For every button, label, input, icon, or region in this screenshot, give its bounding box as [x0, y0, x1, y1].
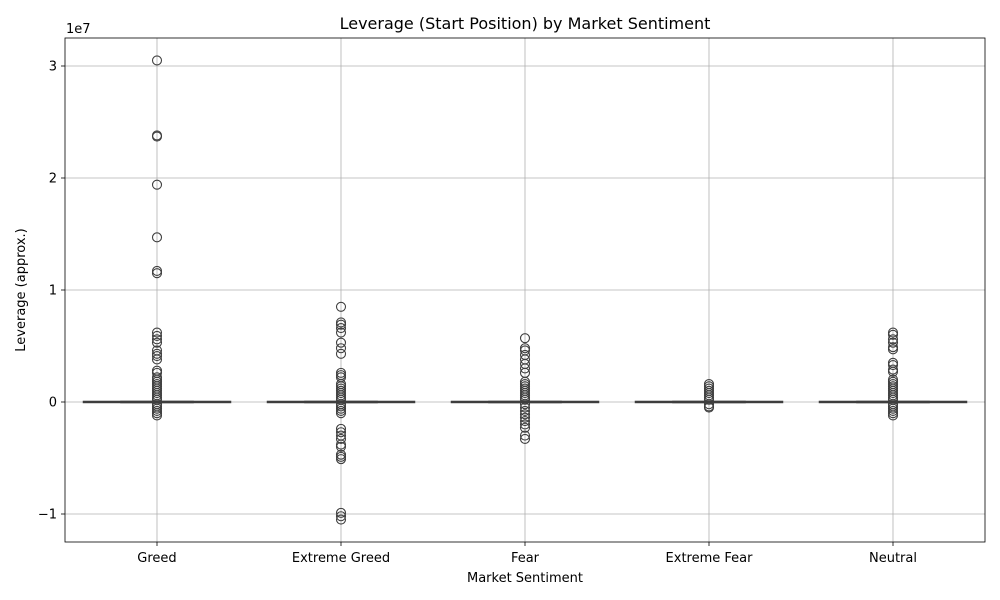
x-tick-label: Greed [137, 551, 176, 566]
outlier-point [703, 394, 715, 405]
outlier-point [335, 514, 347, 525]
outlier-point [887, 344, 899, 355]
x-tick-label: Extreme Fear [666, 551, 754, 566]
y-tick-label: 1 [49, 284, 57, 299]
outlier-point [335, 348, 347, 359]
outlier-point [335, 337, 347, 348]
box-group [450, 333, 600, 445]
outlier-point [335, 319, 347, 330]
outlier-point [519, 419, 531, 430]
x-tick-label: Neutral [869, 551, 917, 566]
outlier-point [703, 402, 715, 413]
y-tick-label: 3 [49, 60, 57, 75]
outlier-point [335, 427, 347, 438]
outlier-point [519, 422, 531, 433]
outlier-point [519, 405, 531, 417]
outlier-point [151, 131, 163, 142]
plot-area [82, 55, 968, 525]
outlier-point [335, 441, 347, 452]
outlier-point [151, 55, 163, 66]
outlier-point [335, 327, 347, 338]
outlier-point [519, 430, 531, 441]
y-axis-ticks: −1 0 1 2 3 [38, 60, 65, 523]
outlier-point [151, 334, 163, 345]
outlier-point [151, 351, 163, 362]
outlier-point [519, 415, 531, 427]
box-group [82, 55, 232, 421]
y-axis-offset-label: 1e7 [66, 22, 91, 37]
outlier-point [335, 323, 347, 334]
outlier-point [887, 337, 899, 348]
y-axis-label: Leverage (approx.) [14, 228, 29, 351]
x-axis-ticks: Greed Extreme Greed Fear Extreme Fear Neutra… [137, 542, 917, 566]
outlier-point [519, 402, 531, 413]
outlier-point [151, 232, 163, 243]
outlier-point [151, 330, 163, 341]
outlier-point [151, 410, 163, 421]
x-axis-label: Market Sentiment [467, 571, 583, 586]
outlier-point [335, 507, 347, 518]
y-tick-label: 0 [49, 396, 57, 411]
outlier-point [887, 329, 899, 340]
outlier-point [519, 333, 531, 344]
outlier-point [335, 301, 347, 312]
outlier-point [887, 359, 899, 371]
outlier-point [335, 433, 347, 445]
outlier-point [335, 511, 347, 522]
outlier-point [519, 409, 531, 420]
box-group [266, 301, 416, 525]
outlier-point [151, 354, 163, 365]
box-group [634, 379, 784, 413]
outlier-point [519, 412, 531, 423]
outlier-point [887, 410, 899, 421]
y-tick-label: −1 [38, 508, 57, 523]
outlier-point [335, 423, 347, 434]
outlier-point [151, 327, 163, 338]
x-tick-label: Extreme Greed [292, 551, 390, 566]
outlier-point [887, 334, 899, 345]
outlier-point [887, 366, 899, 377]
outlier-point [519, 363, 531, 374]
outlier-point [151, 337, 163, 348]
outlier-point [519, 399, 531, 410]
outlier-point [151, 179, 163, 190]
box-group [818, 327, 968, 421]
y-tick-label: 2 [49, 172, 57, 187]
outlier-point [335, 408, 347, 419]
outlier-point [519, 433, 531, 445]
outlier-point [151, 268, 163, 279]
outlier-point [335, 343, 347, 354]
outlier-point [519, 394, 531, 405]
x-tick-label: Fear [511, 551, 540, 566]
outlier-point [335, 454, 347, 465]
chart-title: Leverage (Start Position) by Market Sent… [340, 14, 711, 33]
